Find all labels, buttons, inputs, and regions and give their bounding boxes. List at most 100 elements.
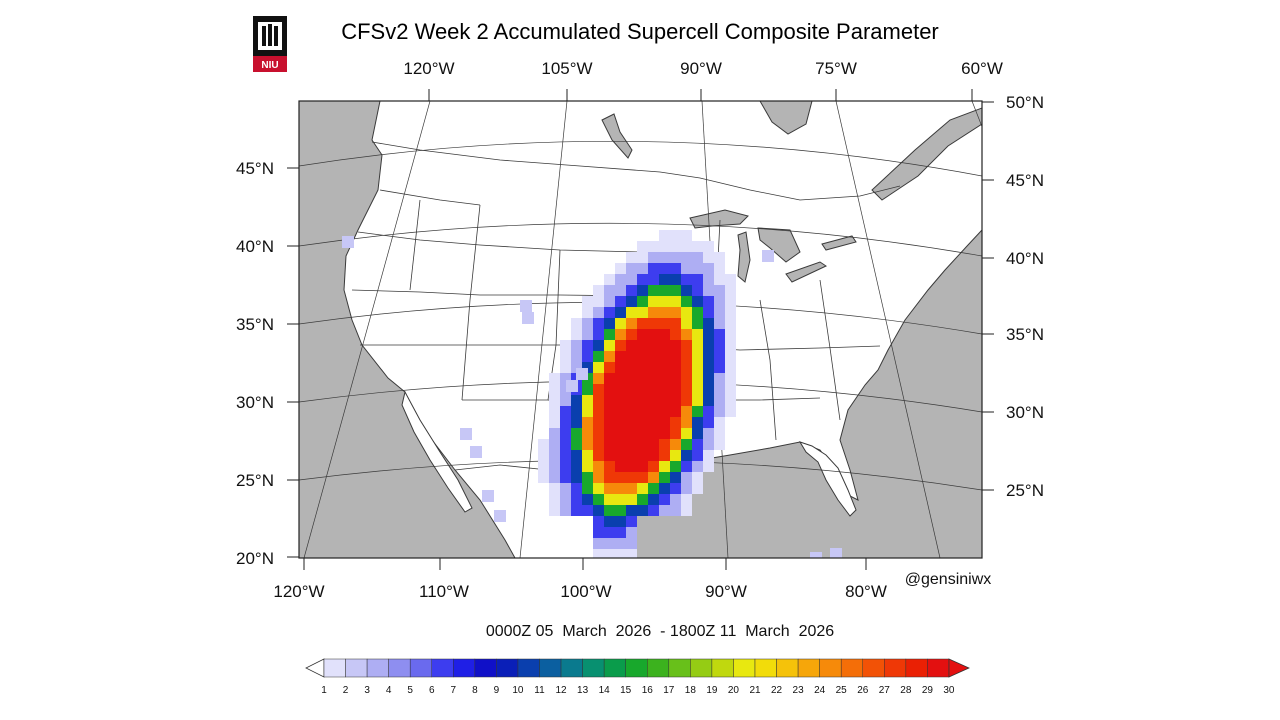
- scp-cell: [659, 395, 670, 406]
- scp-cell: [615, 483, 626, 494]
- scp-cell: [648, 395, 659, 406]
- scp-cell: [648, 340, 659, 351]
- scp-cell: [593, 450, 604, 461]
- scp-cell: [571, 428, 582, 439]
- scp-cell: [670, 329, 681, 340]
- scp-cell: [725, 307, 736, 318]
- map-frame: [298, 100, 983, 559]
- scp-cell: [604, 318, 615, 329]
- colorbar-label: 3: [364, 685, 370, 696]
- scp-cell: [615, 439, 626, 450]
- scp-cell: [648, 307, 659, 318]
- scp-cell: [615, 417, 626, 428]
- scp-cell: [659, 417, 670, 428]
- scp-cell: [725, 362, 736, 373]
- scp-cell: [703, 307, 714, 318]
- scp-cell: [593, 318, 604, 329]
- scp-cell: [648, 329, 659, 340]
- scp-cell: [593, 307, 604, 318]
- scp-cell: [659, 296, 670, 307]
- colorbar-swatch: [582, 658, 605, 678]
- colorbar-swatch: [625, 658, 648, 678]
- bottom-lon-label: 120°W: [273, 582, 324, 601]
- scp-cell: [692, 472, 703, 483]
- scp-cell: [681, 351, 692, 362]
- scp-cell: [692, 263, 703, 274]
- right-lat-label: 50°N: [1006, 93, 1044, 112]
- scp-cell: [648, 505, 659, 516]
- left-lat-label: 20°N: [236, 549, 274, 568]
- colorbar-swatch: [884, 658, 907, 678]
- scp-cell: [615, 373, 626, 384]
- scp-cell: [571, 483, 582, 494]
- scp-cell: [670, 494, 681, 505]
- colorbar-label: 23: [793, 685, 805, 696]
- scp-cell: [703, 296, 714, 307]
- scp-cell: [670, 439, 681, 450]
- scp-cell: [560, 472, 571, 483]
- scp-cell: [582, 472, 593, 483]
- scp-cell: [681, 296, 692, 307]
- colorbar-label: 5: [407, 685, 413, 696]
- scp-cell: [714, 318, 725, 329]
- scp-cell: [648, 439, 659, 450]
- scp-cell: [571, 417, 582, 428]
- scp-cell: [659, 362, 670, 373]
- scp-cell: [637, 362, 648, 373]
- scp-cell: [714, 263, 725, 274]
- scp-cell: [659, 351, 670, 362]
- scp-cell: [604, 351, 615, 362]
- scp-cell: [582, 318, 593, 329]
- scp-cell: [692, 340, 703, 351]
- scp-cell: [659, 450, 670, 461]
- scp-cell: [560, 439, 571, 450]
- colorbar-left-arrow: [305, 658, 325, 678]
- scp-cell: [460, 428, 472, 440]
- colorbar-label: 24: [814, 685, 826, 696]
- scp-cell: [615, 296, 626, 307]
- scp-cell: [604, 450, 615, 461]
- scp-cell: [648, 428, 659, 439]
- scp-cell: [703, 318, 714, 329]
- scp-cell: [714, 274, 725, 285]
- scp-cell: [670, 395, 681, 406]
- baja-peninsula: [401, 390, 473, 513]
- colorbar-swatch: [754, 658, 777, 678]
- scp-cell: [648, 351, 659, 362]
- scp-cell: [648, 417, 659, 428]
- scp-cell: [659, 241, 670, 252]
- scp-cell: [648, 472, 659, 483]
- scp-cell: [714, 384, 725, 395]
- scp-cell: [725, 329, 736, 340]
- scp-cell: [560, 494, 571, 505]
- scp-cell: [593, 483, 604, 494]
- scp-cell: [659, 505, 670, 516]
- colorbar-label: 16: [642, 685, 654, 696]
- scp-cell: [670, 362, 681, 373]
- scp-cell: [725, 318, 736, 329]
- scp-cell: [637, 417, 648, 428]
- scp-cell: [648, 373, 659, 384]
- colorbar-label: 19: [706, 685, 718, 696]
- scp-cell: [681, 318, 692, 329]
- scp-cell: [714, 307, 725, 318]
- scp-cell: [549, 483, 560, 494]
- colorbar-label: 30: [943, 685, 955, 696]
- scp-cell: [549, 373, 560, 384]
- scp-cell: [714, 395, 725, 406]
- scp-cell: [626, 527, 637, 538]
- colorbar-swatch: [345, 658, 368, 678]
- lake-ontario: [821, 235, 857, 251]
- scp-cell: [549, 417, 560, 428]
- scp-cell: [604, 296, 615, 307]
- scp-cell: [626, 417, 637, 428]
- scp-cell: [681, 329, 692, 340]
- scp-cell: [681, 384, 692, 395]
- scp-cell: [637, 340, 648, 351]
- scp-cell: [648, 263, 659, 274]
- scp-cell: [582, 395, 593, 406]
- scp-cell: [714, 329, 725, 340]
- scp-cell: [582, 362, 593, 373]
- scp-cell: [703, 340, 714, 351]
- scp-cell: [637, 505, 648, 516]
